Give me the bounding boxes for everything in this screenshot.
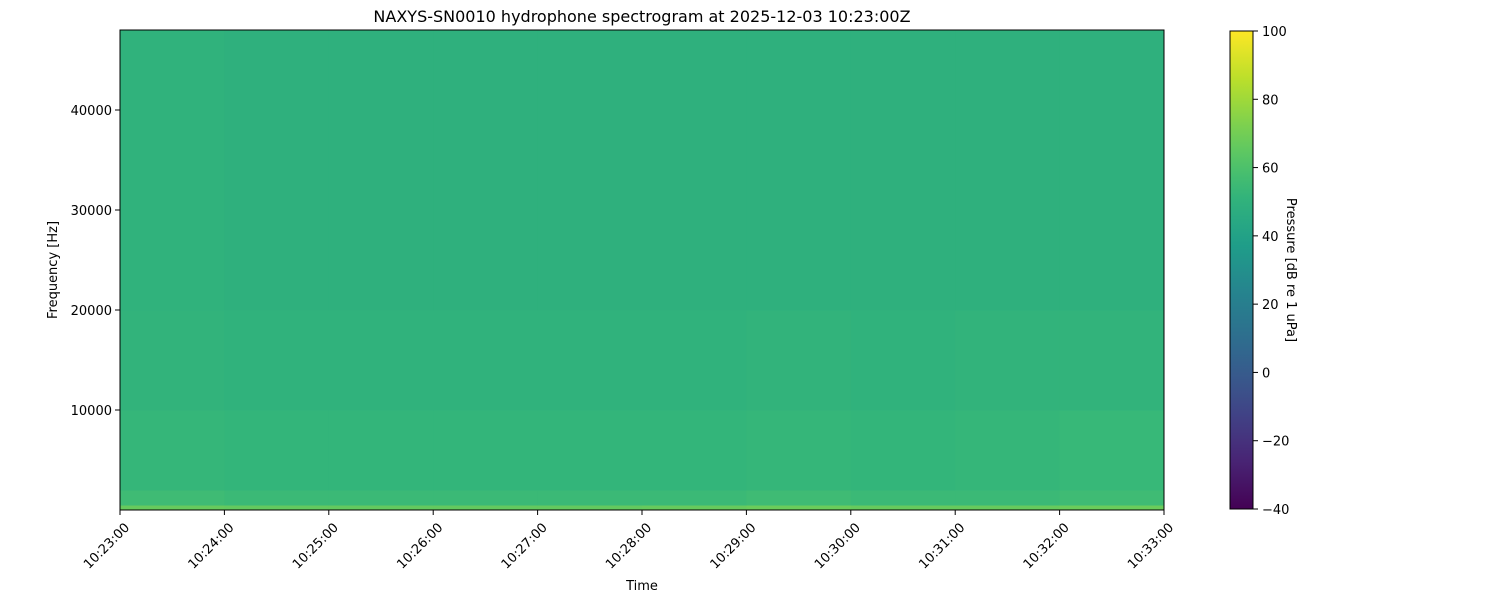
heatmap-cell	[746, 30, 852, 311]
heatmap-cell	[328, 490, 434, 506]
y-axis: 10000 20000 30000 40000	[71, 104, 120, 419]
heatmap-cell	[850, 505, 956, 511]
heatmap-cell	[537, 410, 643, 491]
heatmap-cell	[642, 410, 747, 491]
heatmap-cell	[850, 310, 956, 411]
colorbar-tick-label: −20	[1262, 435, 1289, 450]
heatmap-cell	[328, 30, 434, 311]
x-tick-label: 10:31:00	[916, 520, 968, 572]
y-tick-label: 30000	[71, 204, 112, 219]
heatmap-cell	[224, 410, 330, 491]
heatmap-cell	[433, 410, 539, 491]
heatmap-cell	[433, 310, 539, 411]
heatmap-cell	[955, 505, 1061, 511]
heatmap-cell	[746, 505, 852, 511]
heatmap-cell	[955, 410, 1061, 491]
heatmap-cell	[850, 410, 956, 491]
heatmap-cell	[1059, 490, 1165, 506]
heatmap-cell	[537, 30, 643, 311]
heatmap-cell	[328, 410, 434, 491]
heatmap-cell	[642, 30, 747, 311]
heatmap-cells	[120, 30, 1165, 511]
heatmap-cell	[224, 505, 330, 511]
heatmap-cell	[433, 30, 539, 311]
heatmap-cell	[1059, 310, 1165, 411]
x-axis-label: Time	[625, 579, 658, 594]
heatmap-cell	[642, 490, 747, 506]
x-tick-label: 10:24:00	[186, 520, 238, 572]
heatmap-cell	[537, 505, 643, 511]
colorbar-tick-label: −40	[1262, 503, 1289, 518]
heatmap-cell	[955, 310, 1061, 411]
heatmap-cell	[224, 30, 330, 311]
heatmap-cell	[224, 310, 330, 411]
heatmap-cell	[1059, 505, 1165, 511]
colorbar-tick-label: 100	[1262, 25, 1287, 40]
y-tick-label: 10000	[71, 404, 112, 419]
heatmap-cell	[850, 490, 956, 506]
heatmap-cell	[746, 410, 852, 491]
heatmap-cell	[120, 30, 225, 311]
heatmap-cell	[746, 490, 852, 506]
y-axis-label: Frequency [Hz]	[46, 221, 61, 319]
x-tick-label: 10:29:00	[708, 520, 760, 572]
colorbar-tick-label: 0	[1262, 366, 1270, 381]
colorbar-tick-label: 40	[1262, 230, 1279, 245]
colorbar-tick-label: 80	[1262, 93, 1279, 108]
colorbar-axis: 100 80 60 40 20 0 −20 −40	[1253, 25, 1289, 518]
heatmap-cell	[955, 490, 1061, 506]
heatmap-cell	[433, 490, 539, 506]
heatmap-cell	[642, 505, 747, 511]
colorbar	[1229, 30, 1254, 510]
x-tick-label: 10:32:00	[1021, 520, 1073, 572]
x-tick-label: 10:33:00	[1125, 520, 1177, 572]
heatmap-cell	[1059, 30, 1165, 311]
heatmap-cell	[850, 30, 956, 311]
y-tick-label: 20000	[71, 304, 112, 319]
heatmap-cell	[642, 310, 747, 411]
x-tick-label: 10:26:00	[394, 520, 446, 572]
x-tick-label: 10:25:00	[290, 520, 342, 572]
heatmap-cell	[328, 505, 434, 511]
x-tick-label: 10:28:00	[603, 520, 655, 572]
x-tick-label: 10:27:00	[499, 520, 551, 572]
x-tick-label: 10:23:00	[81, 520, 133, 572]
heatmap-cell	[120, 310, 225, 411]
heatmap-cell	[746, 310, 852, 411]
heatmap-cell	[955, 30, 1061, 311]
heatmap-cell	[120, 410, 225, 491]
x-axis: 10:23:00 10:24:00 10:25:00 10:26:00 10:27:00…	[81, 510, 1177, 572]
heatmap-cell	[537, 490, 643, 506]
heatmap-cell	[224, 490, 330, 506]
colorbar-tick-label: 20	[1262, 298, 1279, 313]
colorbar-label: Pressure [dB re 1 uPa]	[1283, 198, 1298, 342]
chart-title: NAXYS-SN0010 hydrophone spectrogram at 2…	[373, 7, 910, 26]
heatmap-cell	[1059, 410, 1165, 491]
heatmap-cell	[433, 505, 539, 511]
heatmap-cell	[328, 310, 434, 411]
x-tick-label: 10:30:00	[812, 520, 864, 572]
heatmap-cell	[537, 310, 643, 411]
heatmap-cell	[120, 490, 225, 506]
colorbar-tick-label: 60	[1262, 162, 1279, 177]
y-tick-label: 40000	[71, 104, 112, 119]
heatmap-cell	[120, 505, 225, 511]
